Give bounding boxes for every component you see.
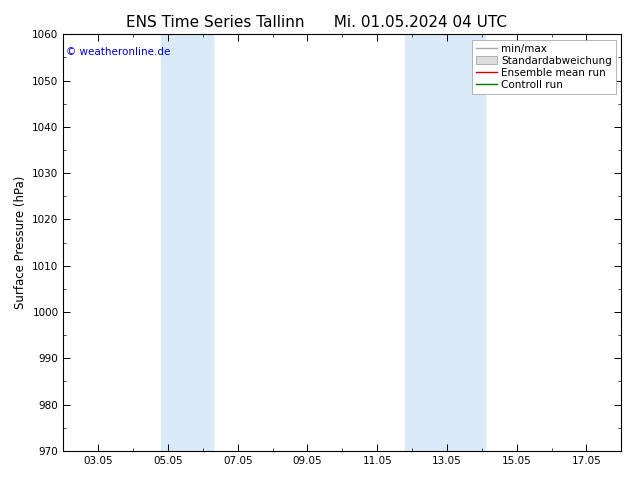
Bar <box>405 34 486 451</box>
Legend: min/max, Standardabweichung, Ensemble mean run, Controll run: min/max, Standardabweichung, Ensemble me… <box>472 40 616 94</box>
Text: ENS Time Series Tallinn      Mi. 01.05.2024 04 UTC: ENS Time Series Tallinn Mi. 01.05.2024 0… <box>127 15 507 30</box>
Text: © weatheronline.de: © weatheronline.de <box>66 47 171 57</box>
Bar <box>161 34 213 451</box>
Y-axis label: Surface Pressure (hPa): Surface Pressure (hPa) <box>14 176 27 309</box>
